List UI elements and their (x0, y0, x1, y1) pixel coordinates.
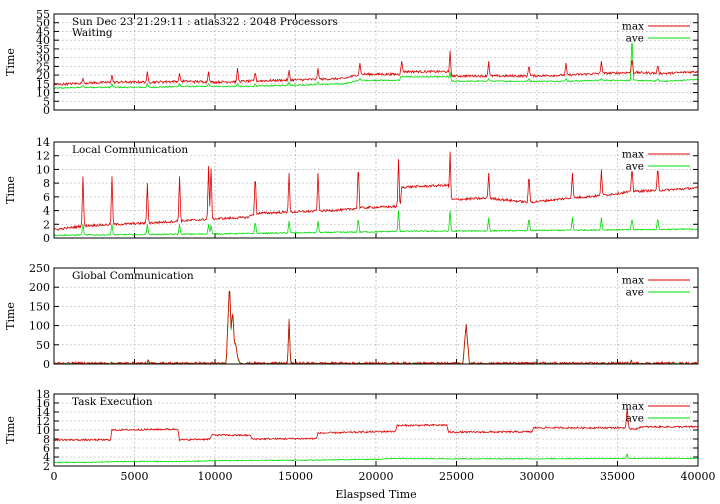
y-tick-label: 16 (36, 397, 50, 410)
plot-frame (53, 267, 699, 365)
x-tick-label: 20000 (359, 470, 394, 483)
x-tick-label: 40000 (681, 470, 716, 483)
y-tick-label: 30 (36, 52, 50, 65)
x-tick-label: 30000 (520, 470, 555, 483)
series-line-ave (54, 452, 698, 464)
y-tick-label: 2 (43, 460, 50, 473)
y-tick-label: 14 (36, 136, 50, 149)
x-tick-label: 35000 (600, 470, 635, 483)
y-tick-label: 45 (36, 25, 50, 38)
plot-frame (53, 393, 699, 467)
y-axis-title: Time (4, 416, 17, 444)
y-axis-title: Time (4, 176, 17, 204)
x-tick-label: 25000 (439, 470, 474, 483)
legend-label-max: max (622, 149, 644, 161)
plot-frame (53, 141, 699, 239)
legend-label-ave: ave (626, 287, 644, 299)
plot-frame (53, 13, 699, 111)
x-axis-title: Elaspsed Time (335, 488, 416, 501)
y-tick-label: 200 (29, 281, 50, 294)
y-tick-label: 250 (29, 262, 50, 275)
y-tick-label: 10 (36, 163, 50, 176)
x-tick-label: 10000 (198, 470, 233, 483)
y-tick-label: 35 (36, 43, 50, 56)
series-line-ave (54, 43, 698, 90)
y-tick-label: 5 (43, 95, 50, 108)
y-tick-label: 50 (36, 17, 50, 30)
panel-title: Global Communication (72, 270, 194, 282)
y-tick-label: 8 (43, 433, 50, 446)
y-tick-label: 12 (36, 415, 50, 428)
y-tick-label: 15 (36, 78, 50, 91)
series-line-max (54, 407, 698, 442)
y-tick-label: 14 (36, 406, 50, 419)
panel-title: Local Communication (72, 144, 188, 156)
series-line-ave (54, 210, 698, 237)
x-tick-label: 15000 (278, 470, 313, 483)
y-tick-label: 100 (29, 320, 50, 333)
y-tick-label: 10 (36, 424, 50, 437)
panel-3: 0 50 100 150 200 250 Time Global Communication m… (4, 262, 699, 371)
x-tick-label: 0 (51, 470, 58, 483)
legend-label-max: max (622, 275, 644, 287)
y-tick-label: 25 (36, 60, 50, 73)
y-tick-label: 40 (36, 34, 50, 47)
y-tick-label: 20 (36, 69, 50, 82)
y-axis-title: Time (4, 302, 17, 330)
y-tick-label: 2 (43, 218, 50, 231)
y-axis-title: Time (4, 48, 17, 76)
y-tick-label: 4 (43, 451, 50, 464)
panel-title: Task Execution (72, 396, 153, 408)
legend-label-max: max (622, 21, 644, 33)
y-tick-label: 6 (43, 191, 50, 204)
panel-title: Waiting (72, 27, 113, 39)
y-tick-label: 12 (36, 150, 50, 163)
legend-label-max: max (622, 401, 644, 413)
y-tick-label: 8 (43, 177, 50, 190)
y-tick-label: 150 (29, 300, 50, 313)
y-tick-label: 55 (36, 8, 50, 21)
x-tick-label: 5000 (121, 470, 149, 483)
chart-header: Sun Dec 23 21:29:11 : atlas322 : 2048 Pr… (72, 16, 338, 28)
legend-label-ave: ave (626, 161, 644, 173)
y-tick-label: 0 (43, 358, 50, 371)
series-line-max (54, 50, 698, 86)
y-tick-label: 0 (43, 232, 50, 245)
y-tick-label: 10 (36, 87, 50, 100)
y-tick-label: 0 (43, 104, 50, 117)
y-tick-label: 4 (43, 205, 50, 218)
y-tick-label: 18 (36, 388, 50, 401)
legend-label-ave: ave (626, 413, 644, 425)
series-line-max (54, 151, 698, 231)
legend-label-ave: ave (626, 33, 644, 45)
y-tick-label: 50 (36, 339, 50, 352)
y-tick-label: 6 (43, 442, 50, 455)
